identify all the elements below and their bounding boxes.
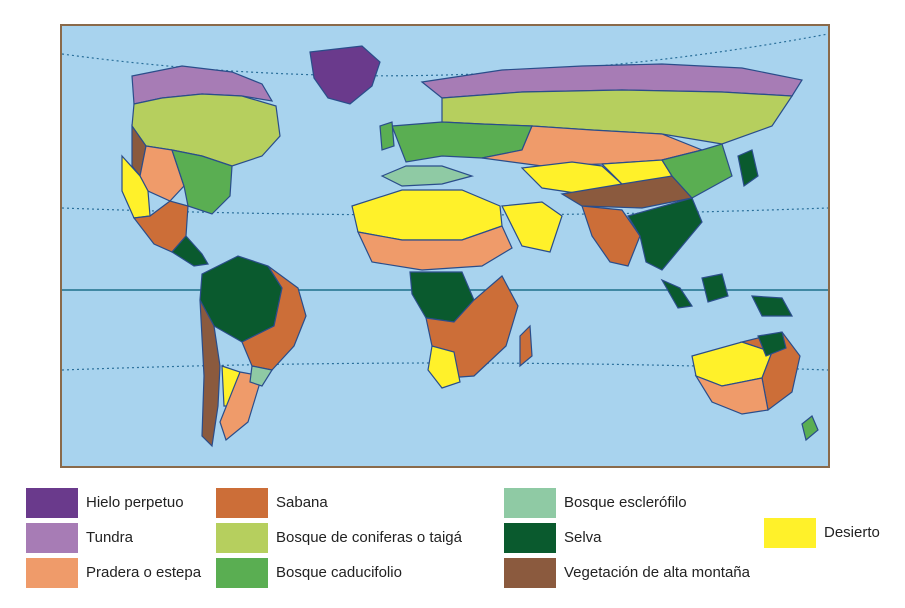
legend-swatch xyxy=(216,523,268,553)
legend-swatch xyxy=(504,488,556,518)
legend-swatch xyxy=(26,488,78,518)
legend-label: Pradera o estepa xyxy=(86,564,202,581)
legend-label: Selva xyxy=(564,529,602,546)
legend-swatch xyxy=(26,523,78,553)
india-savanna xyxy=(581,205,641,267)
africa-savanna-north xyxy=(356,225,513,271)
greenland xyxy=(309,45,381,105)
legend-label: Desierto xyxy=(824,524,880,541)
sahara-desert xyxy=(351,189,503,241)
island-borneo xyxy=(701,273,729,303)
south-america xyxy=(199,255,307,448)
legend-label: Bosque caducifolio xyxy=(276,564,402,581)
new-zealand xyxy=(801,415,819,442)
se-asia-islands xyxy=(660,149,794,317)
australia-savanna xyxy=(739,331,801,412)
madagascar xyxy=(519,324,533,368)
world-vegetation-map xyxy=(60,24,830,468)
legend-label: Hielo perpetuo xyxy=(86,494,184,511)
africa xyxy=(351,189,533,389)
legend-swatch xyxy=(216,558,268,588)
australia-prairie xyxy=(694,374,769,415)
legend-swatch xyxy=(216,488,268,518)
island-sumatra xyxy=(660,278,694,309)
sa-sclerophyll xyxy=(249,365,273,387)
map-svg xyxy=(62,33,828,448)
legend-label: Tundra xyxy=(86,529,133,546)
se-asia-jungle xyxy=(627,197,703,271)
legend-swatch xyxy=(764,518,816,548)
tropic-cancer-line xyxy=(62,207,828,216)
na-deciduous xyxy=(171,149,233,215)
sa-andes xyxy=(199,299,221,448)
australia-jungle xyxy=(757,331,787,357)
arabia-desert xyxy=(501,201,563,253)
arctic-circle-line xyxy=(62,33,828,77)
legend-label: Bosque esclerófilo xyxy=(564,494,687,511)
east-asia-deciduous xyxy=(661,143,733,199)
legend-label: Vegetación de alta montaña xyxy=(564,564,750,581)
legend-swatch xyxy=(504,523,556,553)
north-america xyxy=(121,65,281,267)
legend-swatch xyxy=(504,558,556,588)
europe-sclerophyll xyxy=(380,165,475,187)
legend-label: Sabana xyxy=(276,494,328,511)
island-japan xyxy=(737,149,759,188)
australia xyxy=(691,331,819,442)
central-america-jungle xyxy=(171,235,209,267)
uk-island xyxy=(379,121,395,151)
kalahari-desert xyxy=(427,345,461,389)
legend-label: Bosque de coniferas o taigá xyxy=(276,529,462,546)
eurasia xyxy=(380,63,803,271)
island-new-guinea xyxy=(750,295,794,317)
legend-swatch xyxy=(26,558,78,588)
na-savanna xyxy=(132,200,189,253)
